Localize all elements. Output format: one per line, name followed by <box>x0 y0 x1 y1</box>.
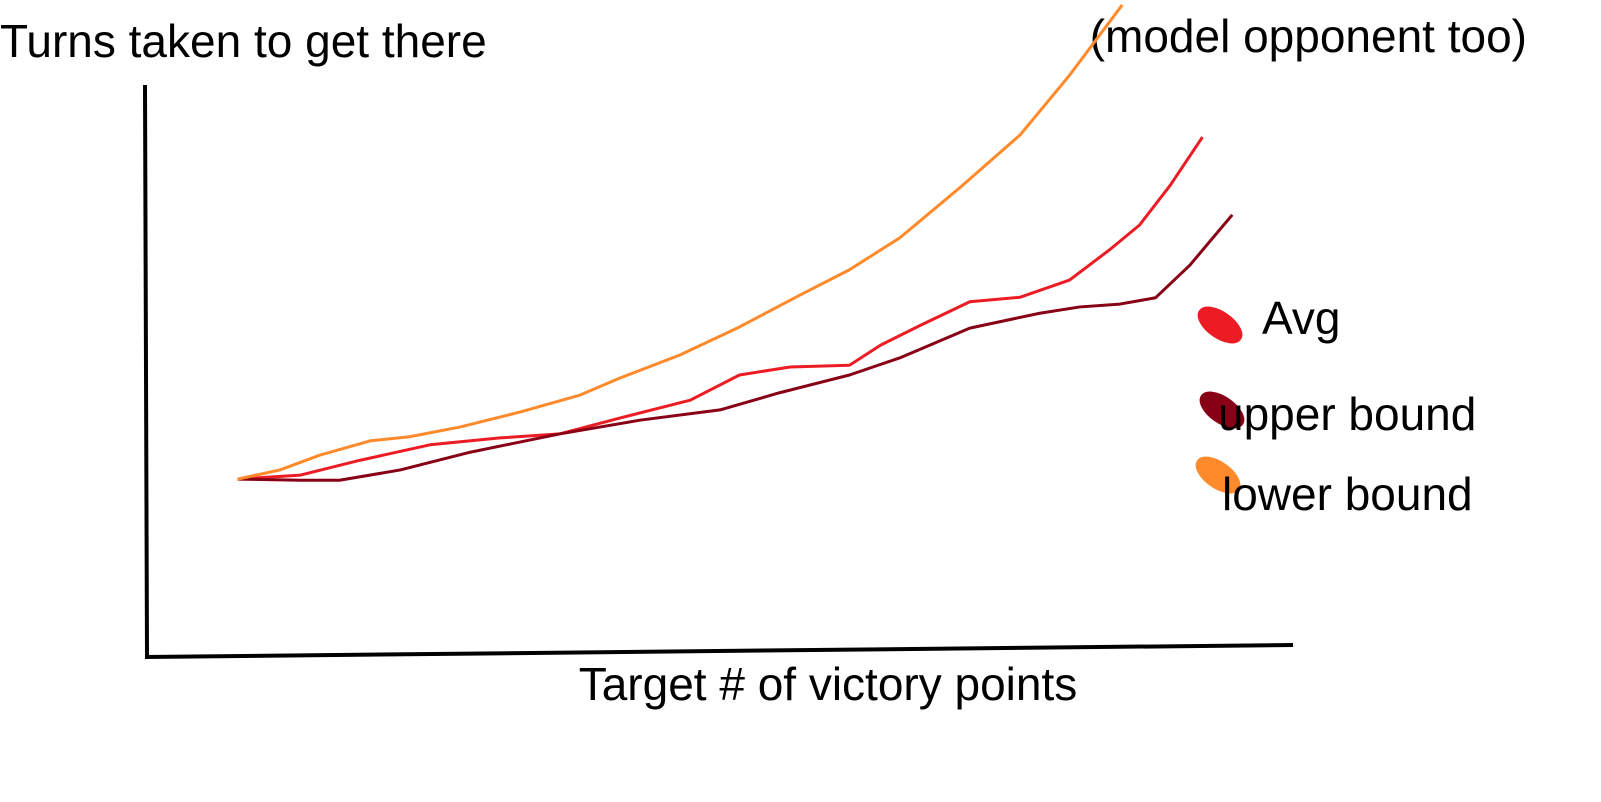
series-line <box>237 213 1234 482</box>
annotation: (model opponent too) <box>1090 10 1527 62</box>
y-axis-label: Turns taken to get there <box>0 15 487 67</box>
legend-swatch <box>1199 391 1245 429</box>
y-axis <box>143 84 149 658</box>
legend-swatch <box>1195 456 1241 494</box>
series-line <box>237 136 1204 481</box>
series-line <box>237 4 1124 481</box>
legend-label: Avg <box>1262 292 1340 344</box>
legend-label: lower bound <box>1222 468 1473 520</box>
legend-swatch <box>1197 306 1243 344</box>
x-axis-label: Target # of victory points <box>579 658 1078 710</box>
legend-label: upper bound <box>1218 388 1476 440</box>
x-axis <box>144 643 1294 659</box>
